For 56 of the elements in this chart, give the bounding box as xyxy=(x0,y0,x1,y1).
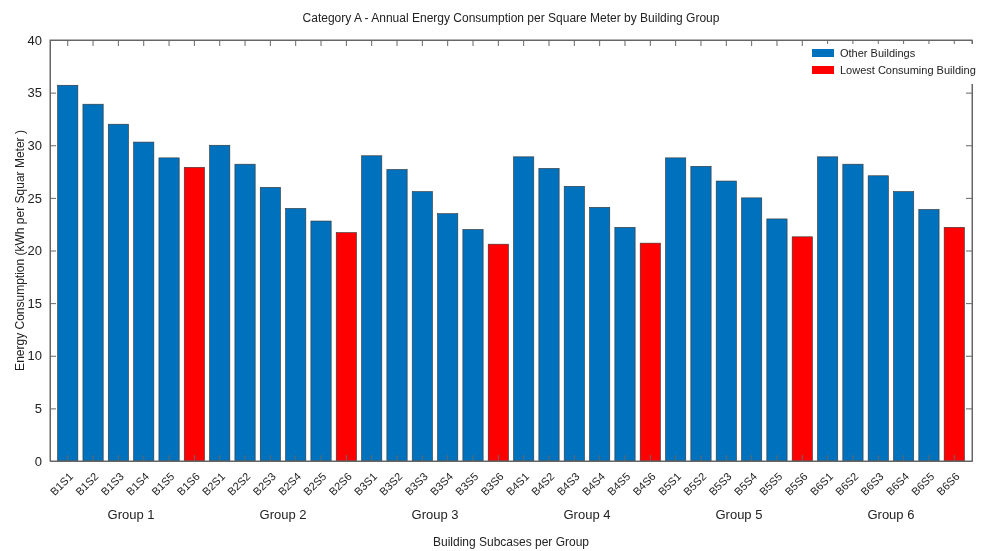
bar xyxy=(82,103,104,462)
text: Group 1 xyxy=(107,507,155,522)
bar xyxy=(918,209,940,462)
bar xyxy=(538,168,560,462)
y-tick-label: 20 xyxy=(27,243,42,259)
bar xyxy=(513,156,535,462)
bar xyxy=(766,218,788,462)
bar xyxy=(614,227,636,462)
bar xyxy=(133,141,155,462)
bar xyxy=(386,169,408,462)
bar xyxy=(234,163,256,462)
y-tick-label: 25 xyxy=(27,190,42,206)
bar xyxy=(563,186,585,462)
text: Group 5 xyxy=(715,507,763,522)
y-tick-label: 40 xyxy=(27,32,42,48)
bar xyxy=(310,220,332,462)
y-tick-label: 35 xyxy=(27,85,42,101)
text: Group 6 xyxy=(867,507,915,522)
bar xyxy=(791,236,813,462)
bar xyxy=(589,207,611,462)
bar xyxy=(57,84,79,462)
bar xyxy=(665,157,687,462)
text: Group 4 xyxy=(563,507,611,522)
bar xyxy=(361,155,383,462)
bar xyxy=(335,232,357,462)
y-tick-label: 0 xyxy=(34,453,42,469)
bar xyxy=(639,242,661,462)
x-axis-title: Building Subcases per Group xyxy=(432,535,590,549)
y-tick-label: 15 xyxy=(27,295,42,311)
bar xyxy=(437,213,459,462)
bar xyxy=(411,191,433,462)
bar xyxy=(107,123,129,462)
bar xyxy=(867,175,889,462)
text: Group 3 xyxy=(411,507,459,522)
bar xyxy=(158,157,180,462)
legend-label: Lowest Consuming Building xyxy=(840,64,976,76)
y-axis-title: Energy Consumption (kWh per Squar Meter ) xyxy=(13,130,27,371)
bar xyxy=(285,208,307,462)
bar xyxy=(817,156,839,462)
bar xyxy=(690,166,712,462)
bar xyxy=(462,229,484,462)
text: Group 2 xyxy=(259,507,307,522)
bar xyxy=(715,180,737,462)
bar xyxy=(842,163,864,462)
y-tick-label: 10 xyxy=(27,348,42,364)
legend-label: Other Buildings xyxy=(840,47,916,59)
chart-title: Category A - Annual Energy Consumption per Square Meter by Building Group xyxy=(302,11,720,25)
bar xyxy=(741,197,763,462)
bar xyxy=(943,227,965,462)
bar xyxy=(259,187,281,462)
bar xyxy=(487,243,509,462)
y-tick-label: 30 xyxy=(27,137,42,153)
bar xyxy=(183,167,205,462)
y-tick-label: 5 xyxy=(34,401,42,417)
bar xyxy=(209,144,231,462)
bar xyxy=(893,191,915,462)
